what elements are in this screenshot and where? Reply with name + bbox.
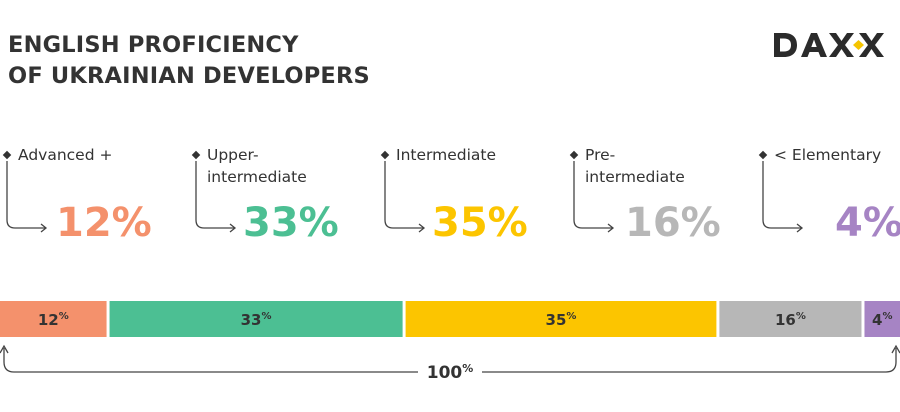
elbow-arrow-icon	[573, 161, 615, 233]
title-line-1: ENGLISH PROFICIENCY	[8, 32, 299, 58]
bar-label-intermediate: 35%	[546, 311, 577, 329]
bar-label-advanced: 12%	[38, 311, 69, 329]
bar-segment-upper-intermediate	[109, 301, 403, 337]
elbow-arrow-icon	[195, 161, 237, 233]
bar-label-pre-intermediate: 16%	[775, 311, 806, 329]
value-advanced: 12%	[56, 200, 152, 246]
category-label: < Elementary	[774, 146, 882, 164]
daxx-logo	[771, 30, 893, 64]
elbow-arrow-icon	[6, 161, 48, 233]
value-pre-intermediate: 16%	[625, 200, 721, 246]
category-label: Upper- intermediate	[207, 146, 307, 186]
bar-label-upper-intermediate: 33%	[241, 311, 272, 329]
total-unit: %	[462, 362, 473, 375]
chart-title: ENGLISH PROFICIENCY OF UKRAINIAN DEVELOP…	[8, 30, 370, 92]
category-label: Pre- intermediate	[585, 146, 685, 186]
title-line-2: OF UKRAINIAN DEVELOPERS	[8, 63, 370, 89]
total-label: 100%	[427, 362, 474, 383]
category-label: Advanced +	[18, 146, 113, 164]
daxx-logo-icon	[774, 33, 884, 57]
bar-segment-pre-intermediate	[719, 301, 862, 337]
value-intermediate: 35%	[432, 200, 528, 246]
value-upper-intermediate: 33%	[243, 200, 339, 246]
value-elementary: 4%	[835, 200, 900, 246]
total-value: 100	[427, 363, 463, 383]
total-bracket: 100%	[0, 344, 900, 383]
bar-label-elementary: 4%	[872, 311, 892, 329]
bar-segment-advanced	[0, 301, 107, 337]
elbow-arrow-icon	[762, 161, 804, 233]
bar-segment-intermediate	[405, 301, 717, 337]
bar-segment-elementary	[864, 301, 900, 337]
category-label: Intermediate	[396, 146, 497, 164]
elbow-arrow-icon	[384, 161, 426, 233]
